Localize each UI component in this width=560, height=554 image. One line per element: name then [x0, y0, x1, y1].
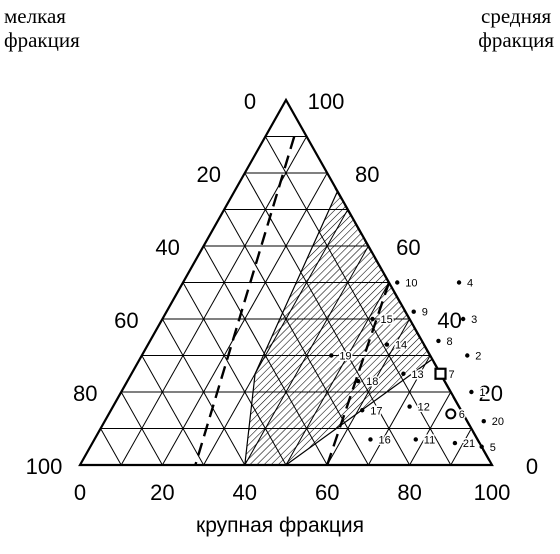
tick-right-60: 60 — [396, 235, 420, 260]
point-label-1: 1 — [479, 387, 485, 399]
point-marker-13 — [401, 371, 406, 376]
tick-bottom-0: 0 — [74, 480, 86, 505]
tick-right-80: 80 — [355, 162, 379, 187]
point-label-21: 21 — [463, 438, 475, 450]
point-marker-2 — [465, 353, 470, 358]
grid-line-coarse-70 — [367, 355, 431, 466]
grid-line-coarse-10 — [120, 136, 308, 466]
point-marker-17 — [360, 408, 365, 413]
medium-fraction-line-1: средняя — [481, 4, 552, 28]
grid-line-medium-80 — [120, 391, 163, 466]
point-label-9: 9 — [422, 307, 428, 319]
tick-bottom-40: 40 — [233, 480, 257, 505]
point-marker-19 — [329, 353, 334, 358]
point-label-3: 3 — [471, 314, 477, 326]
grid-line-medium-70 — [141, 355, 205, 466]
tick-left-80: 80 — [73, 381, 97, 406]
point-marker-16 — [368, 437, 373, 442]
tick-left-60: 60 — [114, 308, 138, 333]
point-label-17: 17 — [370, 405, 382, 417]
point-marker-1 — [469, 389, 474, 395]
point-marker-9 — [411, 309, 416, 314]
point-label-14: 14 — [395, 340, 407, 352]
hatched-region-shape — [244, 189, 434, 465]
tick-bottom-80: 80 — [397, 480, 421, 505]
point-label-6: 6 — [459, 409, 465, 421]
point-label-20: 20 — [492, 416, 504, 428]
dashed-line-3 — [326, 282, 391, 465]
point-marker-5 — [479, 444, 484, 449]
grid-line-medium-60 — [161, 318, 246, 466]
tick-bottom-20: 20 — [150, 480, 174, 505]
point-marker-8 — [436, 338, 441, 344]
point-label-10: 10 — [405, 278, 417, 290]
hatched-region — [244, 189, 434, 465]
point-marker-18 — [355, 378, 361, 384]
point-label-4: 4 — [467, 278, 473, 290]
medium-fraction-line-2: фракция — [478, 28, 554, 52]
grid-line-coarse-80 — [409, 391, 452, 466]
tick-right-100: 100 — [308, 89, 345, 114]
triangle-border — [78, 97, 494, 467]
point-label-16: 16 — [378, 434, 390, 446]
point-label-7: 7 — [449, 369, 455, 381]
point-marker-14 — [384, 342, 390, 347]
tick-bottom-100: 100 — [474, 480, 511, 505]
point-label-12: 12 — [418, 402, 430, 414]
point-marker-15 — [370, 316, 375, 322]
tick-right-40: 40 — [437, 308, 461, 333]
fine-fraction-line-1: мелкая — [4, 4, 66, 28]
fine-fraction-label: мелкая фракция — [4, 4, 80, 52]
tick-left-40: 40 — [155, 235, 179, 260]
dashed-line-1 — [194, 136, 296, 465]
tick-bottom-60: 60 — [315, 480, 339, 505]
coarse-fraction-axis-label: крупная фракция — [196, 514, 364, 537]
point-label-8: 8 — [446, 336, 452, 348]
point-marker-12 — [407, 404, 412, 409]
grid-line-coarse-90 — [450, 428, 472, 466]
point-marker-7 — [434, 367, 447, 380]
tick-left-20: 20 — [197, 162, 221, 187]
point-label-18: 18 — [366, 376, 378, 388]
point-label-2: 2 — [475, 351, 481, 363]
point-marker-4 — [456, 280, 462, 285]
point-label-11: 11 — [424, 434, 435, 446]
tick-right-0: 0 — [526, 454, 538, 479]
tick-labels: 0 20 40 60 80 100 0 20 40 60 80 100 100 80 60 40 20 0 — [26, 89, 538, 505]
fine-fraction-line-2: фракция — [4, 28, 80, 52]
medium-fraction-label: средняя фракция — [478, 4, 554, 52]
point-marker-11 — [413, 437, 418, 442]
point-label-15: 15 — [381, 314, 393, 326]
tick-right-20: 20 — [479, 381, 503, 406]
point-marker-10 — [395, 280, 400, 285]
point-marker-3 — [460, 316, 466, 322]
tick-left-0: 0 — [244, 89, 256, 114]
point-marker-20 — [481, 419, 486, 424]
triangle-outline — [78, 97, 494, 467]
point-label-19: 19 — [339, 351, 351, 363]
point-marker-6 — [445, 408, 457, 420]
point-marker-21 — [452, 440, 458, 446]
point-label-5: 5 — [490, 442, 496, 454]
point-label-13: 13 — [411, 369, 423, 381]
tick-left-100: 100 — [26, 454, 63, 479]
grid-line-medium-90 — [100, 428, 122, 466]
